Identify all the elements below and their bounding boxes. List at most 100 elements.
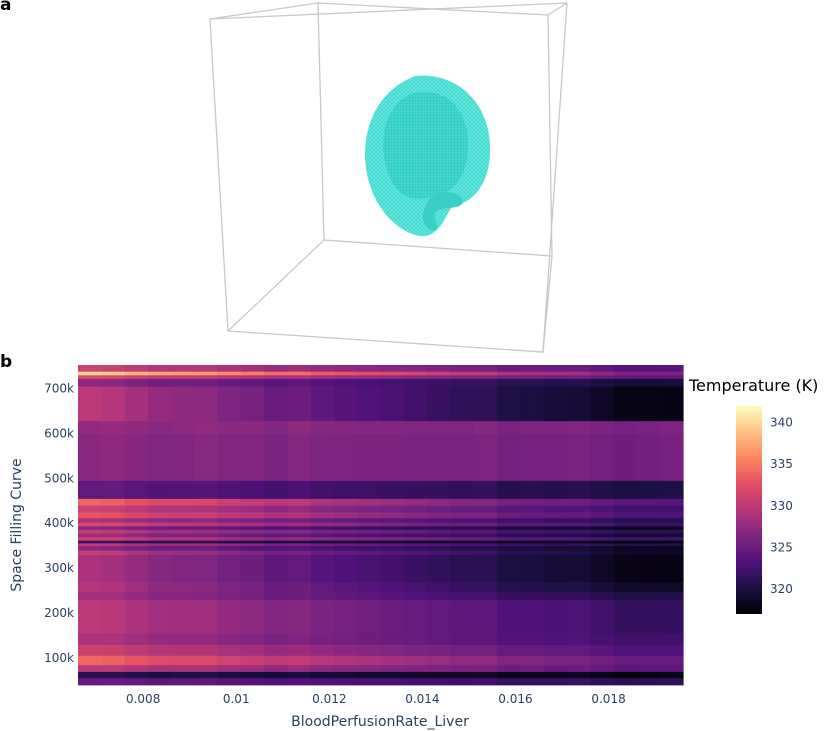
heatmap-cell	[450, 420, 475, 434]
heatmap-cell	[496, 420, 521, 434]
heatmap-cell	[380, 542, 405, 547]
heatmap-cell	[310, 664, 335, 672]
heatmap-cell	[659, 536, 684, 541]
heatmap-cell	[310, 525, 335, 530]
heatmap-cell	[287, 522, 312, 527]
heatmap-cell	[543, 633, 568, 645]
heatmap-cell	[194, 581, 219, 592]
heatmap-cell	[473, 671, 498, 679]
heatmap-cell	[496, 554, 521, 583]
heatmap-cell	[613, 540, 638, 544]
heatmap-cell	[520, 433, 544, 481]
heatmap-cell	[566, 420, 591, 434]
heatmap-cell	[264, 511, 289, 519]
heatmap-cell	[403, 498, 428, 506]
heatmap-cell	[217, 545, 242, 551]
heatmap-cell	[613, 498, 638, 506]
heatmap-cell	[333, 677, 358, 686]
heatmap-cell	[659, 554, 684, 583]
heatmap-cell	[240, 671, 265, 679]
heatmap-cell	[310, 542, 335, 547]
heatmap-cell	[217, 433, 242, 481]
heatmap-cell	[357, 671, 382, 679]
heatmap-cell	[333, 365, 358, 372]
heatmap-cell	[496, 365, 521, 372]
heatmap-cell	[333, 644, 358, 656]
heatmap-cell	[450, 386, 475, 422]
heatmap-cell	[473, 644, 498, 656]
heatmap-cell	[287, 365, 312, 372]
organ-volume	[365, 75, 491, 237]
volume-plot-3d[interactable]	[0, 0, 831, 360]
heatmap-cell	[659, 433, 684, 481]
heatmap-cell	[403, 480, 428, 499]
heatmap-cell	[124, 554, 149, 583]
heatmap-cell	[636, 517, 661, 523]
heatmap-cell	[357, 511, 382, 519]
heatmap-cell	[217, 386, 242, 422]
heatmap-cell	[636, 599, 661, 634]
heatmap-cell	[78, 599, 102, 634]
heatmap-cell	[194, 599, 219, 634]
heatmap-cell	[589, 533, 614, 538]
heatmap-cell	[287, 433, 312, 481]
heatmap-cell	[194, 498, 219, 506]
heatmap-cell	[124, 550, 149, 556]
heatmap-cell	[194, 517, 219, 523]
heatmap-cell	[450, 498, 475, 506]
heatmap-cell	[427, 540, 451, 544]
heatmap-cell	[310, 591, 335, 601]
heatmap-cell	[380, 522, 405, 527]
heatmap-cell	[427, 591, 451, 601]
heatmap-cell	[101, 420, 126, 434]
heatmap-cell	[78, 533, 102, 538]
heatmap-cell	[78, 540, 102, 544]
heatmap-cell	[171, 374, 195, 379]
heatmap-cell	[496, 374, 521, 379]
heatmap-cell	[613, 378, 638, 387]
heatmap-cell	[240, 599, 265, 634]
heatmap-cell	[543, 545, 568, 551]
heatmap-cell	[636, 498, 661, 506]
heatmap-cell	[403, 591, 428, 601]
heatmap-cell	[217, 533, 242, 538]
heatmap-cell	[659, 533, 684, 538]
colorbar-tick-label: 340	[770, 416, 793, 430]
heatmap-cell	[473, 505, 498, 513]
heatmap-cell	[287, 378, 312, 387]
heatmap-cell	[566, 550, 591, 556]
heatmap-cell	[333, 511, 358, 519]
heatmap-cell	[171, 554, 195, 583]
heatmap-cell	[566, 664, 591, 672]
heatmap-cell	[101, 554, 126, 583]
heatmap-cell	[171, 671, 195, 679]
heatmap-cell	[520, 581, 544, 592]
heatmap-cell	[566, 677, 591, 686]
heatmap-cell	[496, 480, 521, 499]
heatmap-cell	[450, 517, 475, 523]
bounding-box	[209, 2, 568, 353]
heatmap-cell	[217, 517, 242, 523]
heatmap-cell	[450, 633, 475, 645]
heatmap-cell	[124, 374, 149, 379]
heatmap-cell	[589, 505, 614, 513]
heatmap-cell	[357, 371, 382, 376]
colorbar-tick-label: 325	[770, 540, 793, 554]
y-axis-ticks: 100k 200k 300k 400k 500k 600k 700k	[44, 381, 74, 665]
heatmap-cell	[636, 550, 661, 556]
heatmap-cell	[450, 664, 475, 672]
heatmap-cell	[264, 540, 289, 544]
heatmap-cell	[496, 433, 521, 481]
heatmap-cell	[450, 525, 475, 530]
heatmap-cell	[333, 540, 358, 544]
heatmap-cell	[78, 480, 102, 499]
heatmap-cell	[217, 371, 242, 376]
heatmap-cell	[589, 591, 614, 601]
heatmap-cell	[78, 505, 102, 513]
heatmap-cell	[613, 511, 638, 519]
heatmap-cell	[171, 633, 195, 645]
heatmap-cell	[78, 591, 102, 601]
heatmap-cell	[427, 644, 451, 656]
heatmap-cell	[450, 542, 475, 547]
